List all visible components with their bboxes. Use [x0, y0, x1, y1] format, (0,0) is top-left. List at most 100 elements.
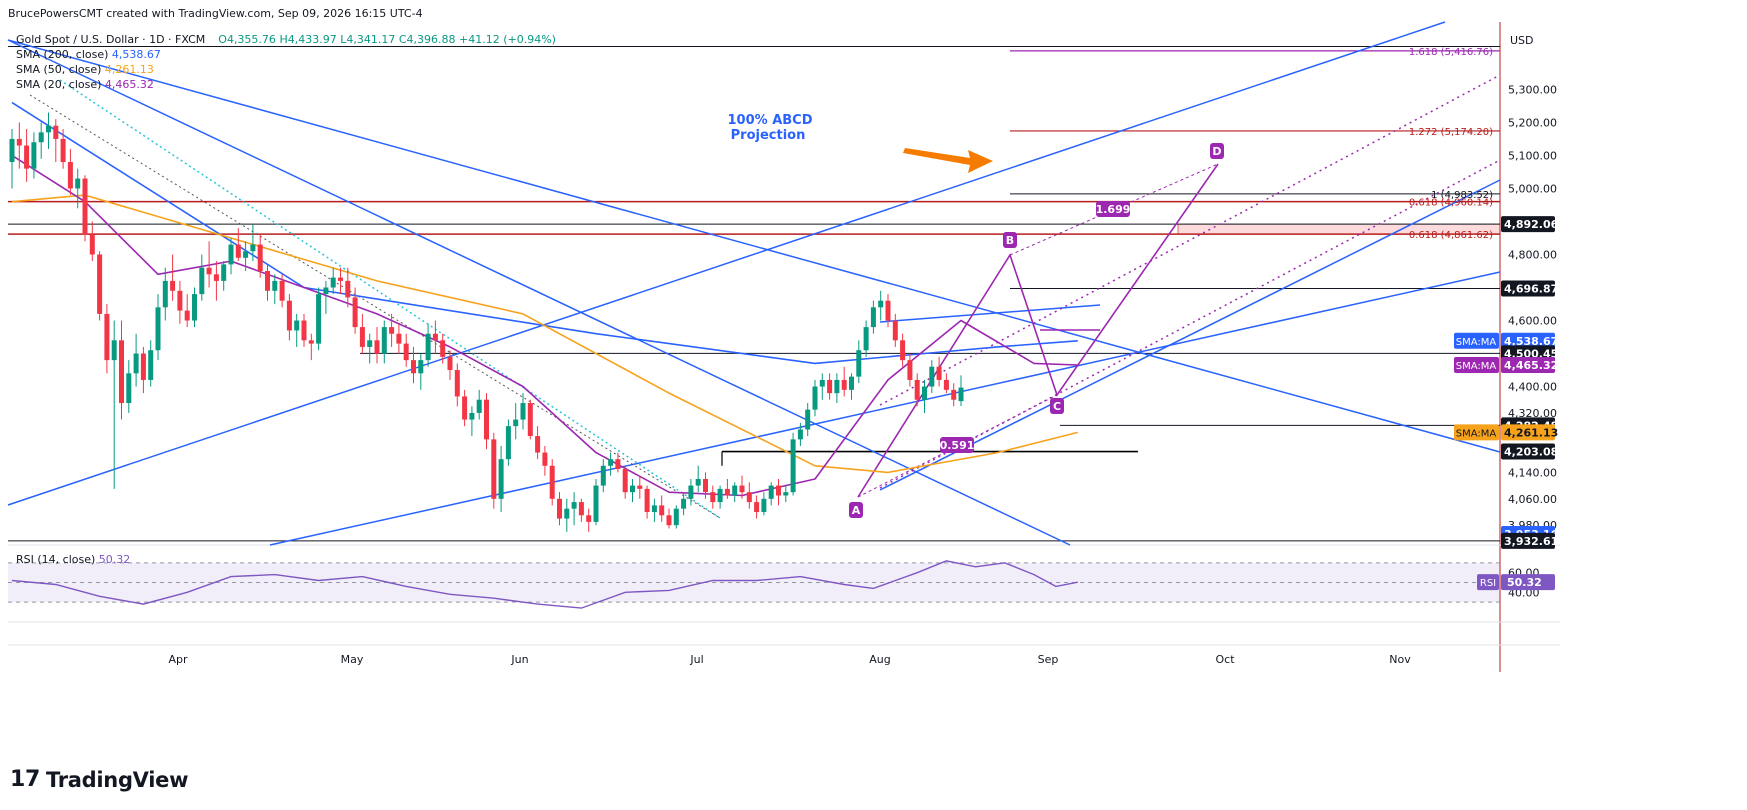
candle-body: [82, 178, 88, 235]
price-tag-bg: [1501, 424, 1555, 441]
sma-badge: SMA:MA: [1456, 361, 1497, 372]
candle-body: [622, 469, 628, 493]
dotted-projection: [879, 74, 1501, 406]
grid-layer: [8, 22, 1560, 672]
candle-body: [250, 244, 256, 252]
candle-body: [338, 277, 343, 281]
fib-label: 1 (4,983.52): [1431, 190, 1493, 201]
indicator-sma20-value: 4,465.32: [104, 78, 154, 91]
candle-body: [133, 353, 139, 374]
fib-label: 0.618 (4,861.62): [1409, 230, 1493, 241]
candle-body: [637, 485, 643, 489]
candle-body: [870, 307, 876, 328]
indicator-sma50[interactable]: SMA (50, close) 4,261.13: [16, 63, 154, 76]
candle-body: [600, 465, 606, 486]
candle-body: [126, 373, 132, 404]
price-axis: USD 5,300.00 5,200.00 5,100.00 5,000.00 4,800…: [1454, 34, 1559, 549]
candle-body: [199, 267, 205, 295]
price-tag-bg: [1501, 356, 1555, 373]
price-tag-bg: [1501, 216, 1555, 233]
indicator-sma200[interactable]: SMA (200, close) 4,538.67: [16, 48, 161, 61]
candle-body: [308, 340, 314, 344]
point-a-label-bg: [849, 502, 863, 518]
candle-body: [213, 274, 219, 281]
price-tag-bg: [1501, 532, 1555, 549]
candle-body: [425, 333, 431, 361]
price-tick: 4,320.00: [1508, 407, 1557, 420]
ratio-0591-label: 0.591: [940, 439, 975, 452]
candle-body: [119, 340, 124, 404]
indicator-sma200-value: 4,538.67: [111, 48, 161, 61]
candle-body: [936, 366, 942, 380]
sma-badge-bg: [1454, 332, 1499, 349]
candle-body: [272, 280, 278, 291]
point-c-label-bg: [1050, 398, 1064, 414]
candle-body: [564, 508, 570, 519]
abcd-ratio-line: [857, 394, 1058, 498]
trendline: [879, 304, 1101, 323]
month-label: Oct: [1215, 653, 1235, 666]
candle-body: [943, 379, 949, 390]
candle-body: [359, 327, 365, 347]
month-label: May: [341, 653, 364, 666]
candle-body: [16, 138, 22, 146]
tradingview-logo[interactable]: 𝟭𝟳 TradingView: [10, 767, 189, 792]
candle-body: [557, 498, 562, 519]
candle-body: [301, 320, 307, 341]
ratio-1699-label-bg: [1096, 201, 1130, 217]
dotted-trendline: [59, 79, 721, 519]
candle-body: [673, 508, 679, 526]
time-axis: Apr May Jun Jul Aug Sep Oct Nov: [168, 653, 1411, 666]
candle-body: [46, 125, 51, 133]
candle-body: [630, 485, 635, 493]
abcd-ratio-line: [1009, 163, 1219, 256]
price-tick: 4,800.00: [1508, 248, 1557, 261]
candle-body: [907, 360, 913, 380]
candle-body: [177, 290, 183, 311]
candle-body: [192, 294, 197, 321]
candle-body: [739, 485, 745, 493]
candle-body: [411, 360, 416, 374]
candle-body: [783, 492, 789, 496]
publisher-header: BrucePowersCMT created with TradingView.…: [8, 7, 423, 20]
candle-body: [761, 498, 767, 512]
month-label: Nov: [1389, 653, 1411, 666]
candle-body: [549, 465, 555, 499]
candle-body: [608, 459, 614, 466]
candle-body: [352, 297, 358, 328]
candle-body: [776, 485, 781, 496]
symbol-legend: Gold Spot / U.S. Dollar · 1D · FXCM O4,3…: [16, 33, 556, 46]
candle-body: [615, 459, 621, 470]
candle-body: [316, 294, 322, 344]
sma-badge: SMA:MA: [1456, 428, 1497, 439]
price-tick: 5,100.00: [1508, 149, 1557, 162]
rsi-legend[interactable]: RSI (14, close) 50.32: [16, 553, 130, 566]
rsi-label: RSI (14, close): [16, 553, 96, 566]
price-tag: 4,203.08: [1504, 446, 1558, 459]
candle-body: [484, 399, 489, 440]
candle-body: [827, 379, 833, 394]
rsi-badge: RSI: [1480, 578, 1496, 589]
month-label: Sep: [1038, 653, 1059, 666]
month-label: Jun: [510, 653, 528, 666]
indicator-sma20[interactable]: SMA (20, close) 4,465.32: [16, 78, 154, 91]
month-label: Aug: [869, 653, 890, 666]
month-label: Jul: [689, 653, 703, 666]
candle-body: [710, 492, 716, 503]
abcd-pattern: [857, 163, 1219, 498]
candle-body: [286, 300, 292, 331]
sma-badge-bg: [1454, 424, 1499, 441]
rsi-value-tag: 50.32: [1507, 576, 1542, 589]
candle-body: [659, 505, 665, 516]
trendline: [7, 39, 1501, 453]
tradingview-logo-text: TradingView: [46, 767, 189, 792]
price-tick: 5,000.00: [1508, 182, 1557, 195]
candle-body: [97, 254, 103, 314]
rsi-badge-bg: [1477, 574, 1499, 591]
ohlc-high: H4,433.97: [279, 33, 337, 46]
candle-body: [418, 360, 424, 374]
candle-body: [257, 244, 263, 271]
candle-body: [243, 251, 249, 258]
